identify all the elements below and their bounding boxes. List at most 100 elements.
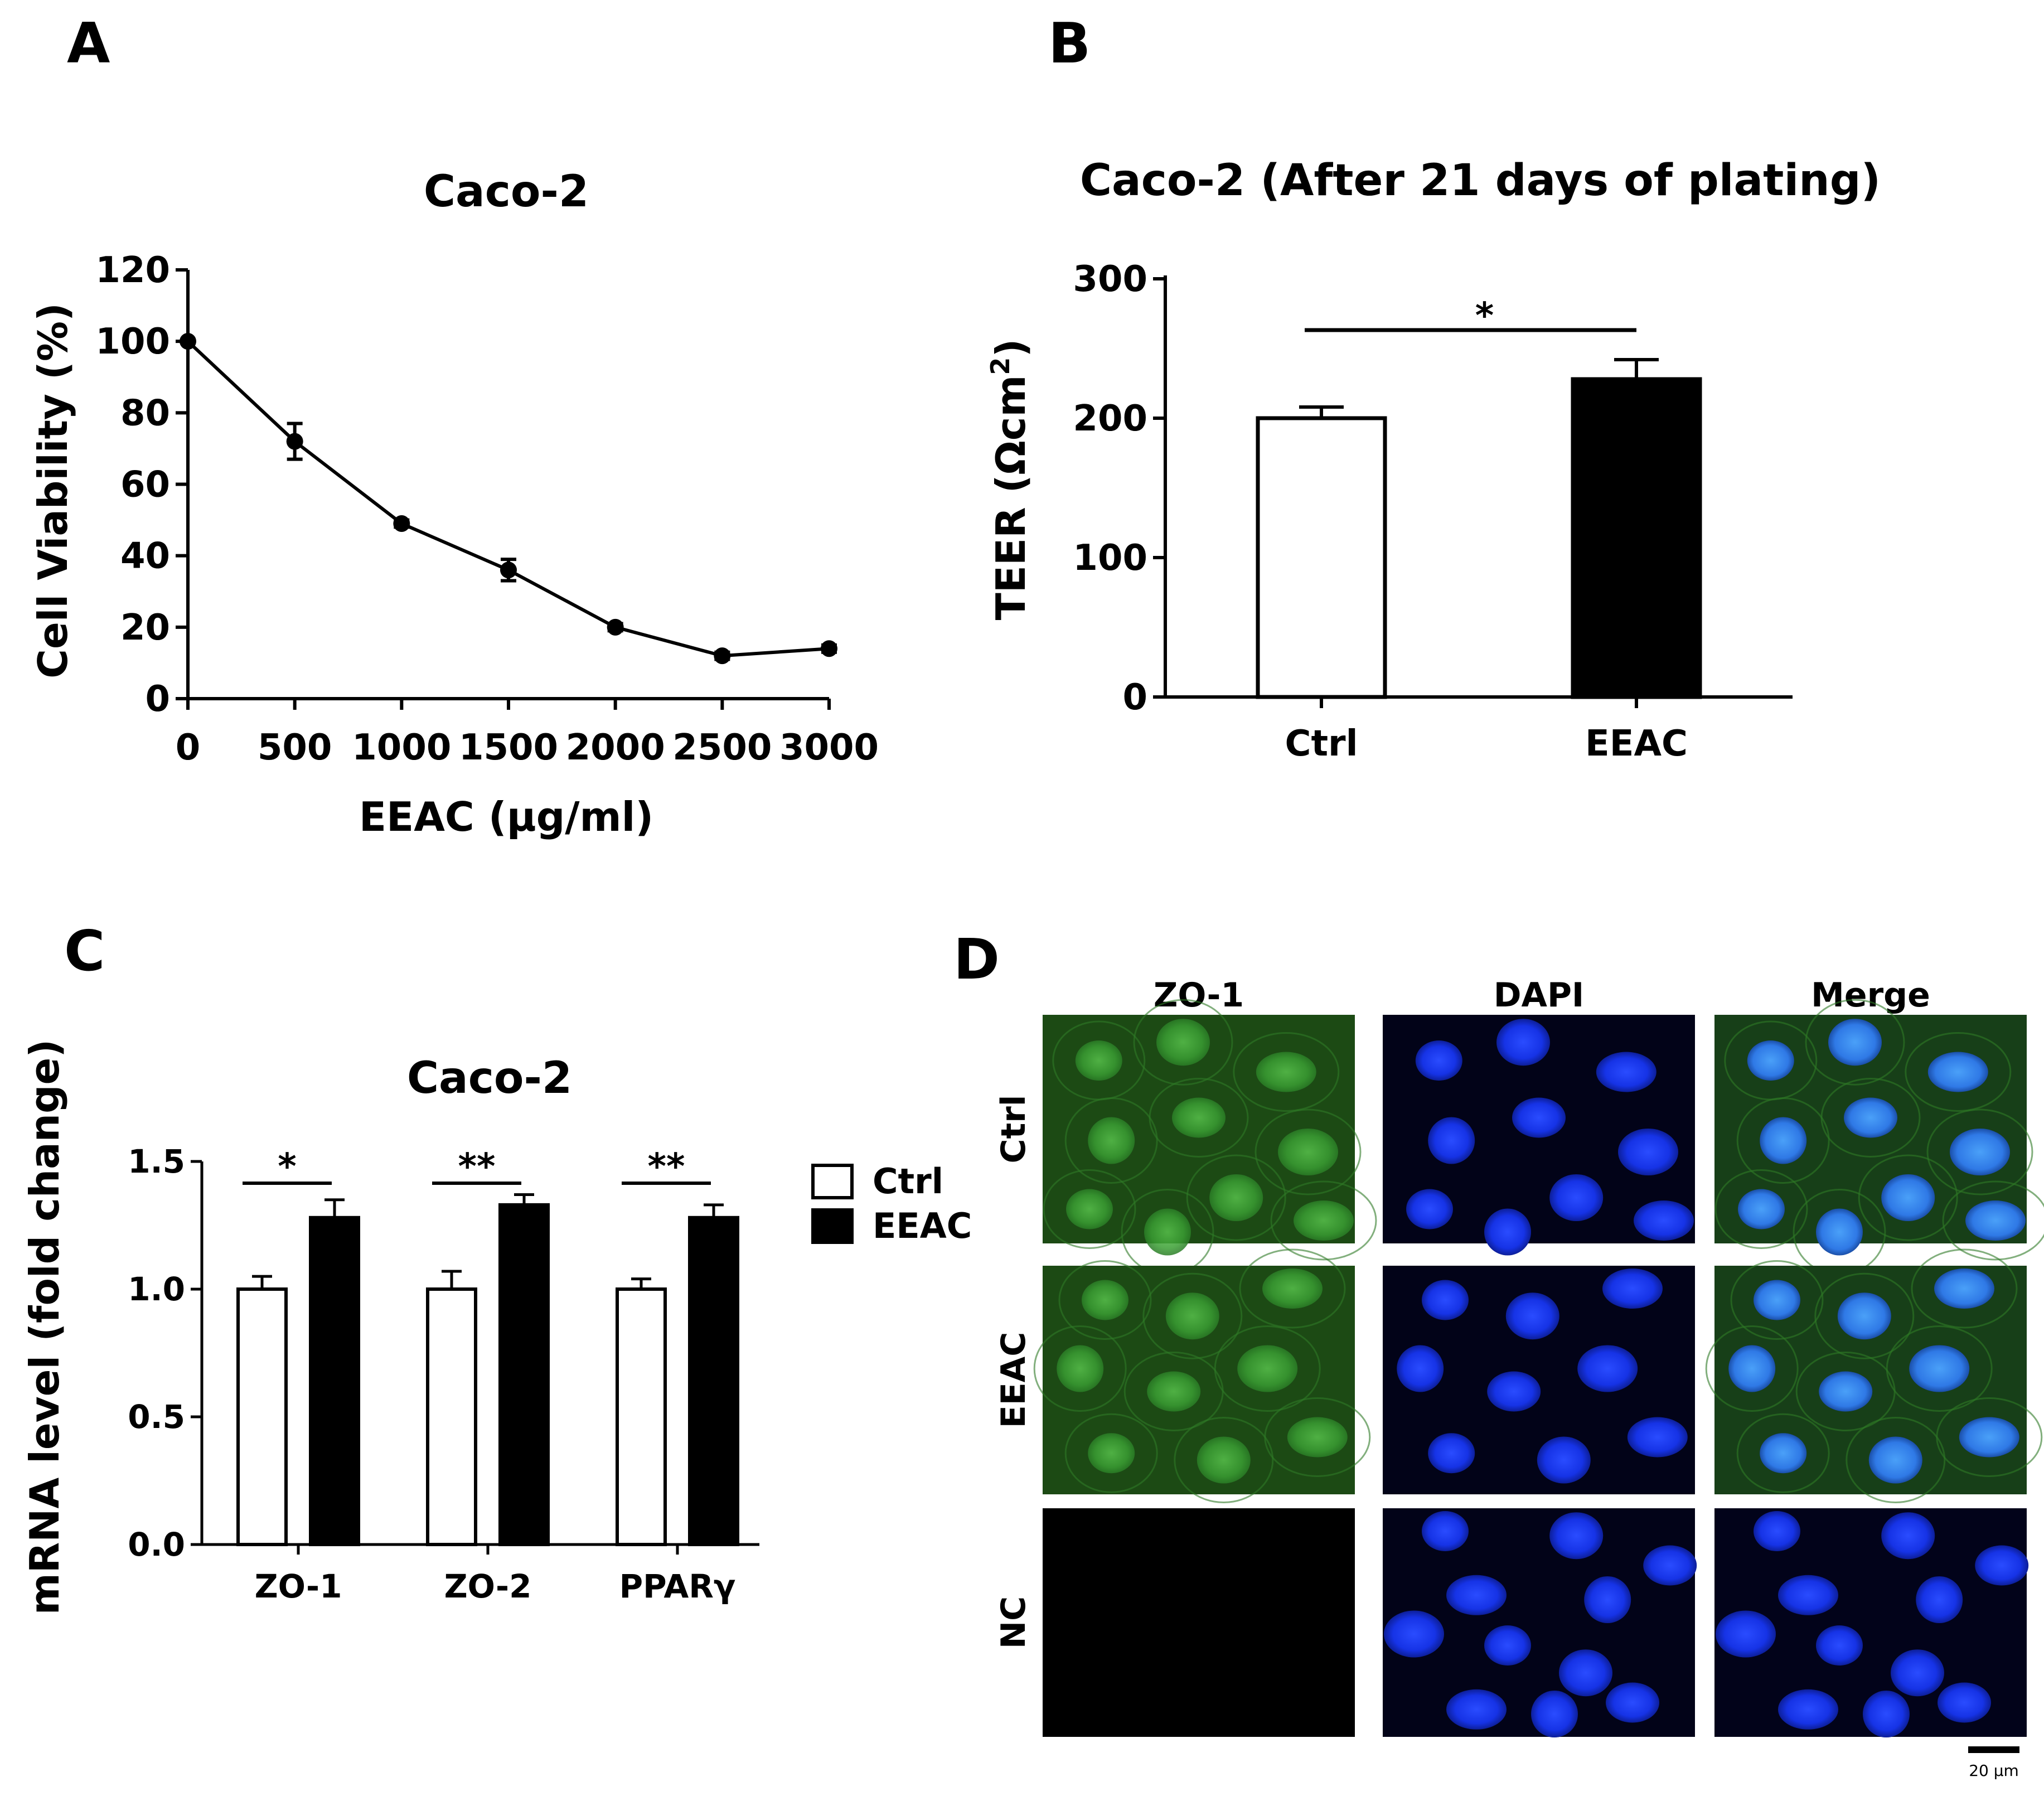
bar-eeac (688, 1216, 739, 1546)
nucleus (1828, 1019, 1882, 1066)
x-tick-label: 3000 (779, 727, 879, 768)
y-tick-label: 100 (1073, 538, 1147, 579)
nucleus (1165, 1292, 1219, 1340)
bar-eeac (498, 1203, 550, 1547)
nucleus (1287, 1417, 1348, 1458)
nucleus (1537, 1436, 1591, 1484)
scale-bar: 20 µm (1968, 1746, 2019, 1780)
significance-star: ** (648, 1146, 685, 1188)
cell-junction (1905, 1032, 2012, 1112)
cell-junction (1064, 1413, 1158, 1493)
cell-junction (1714, 1169, 1808, 1249)
micrograph-background (1043, 1508, 1355, 1737)
y-tick-label: 1.5 (128, 1142, 185, 1180)
legend-swatch-eeac (811, 1208, 854, 1244)
legend-label-ctrl: Ctrl (873, 1161, 943, 1202)
nucleus (1844, 1097, 1897, 1138)
bar-ctrl (236, 1287, 288, 1546)
nucleus (1606, 1682, 1659, 1723)
cell-junction (1736, 1413, 1830, 1493)
nucleus (1909, 1345, 1970, 1392)
nucleus (1819, 1371, 1873, 1412)
cell-junction (1033, 1325, 1127, 1412)
y-tick-label: 80 (120, 393, 170, 434)
micrograph-eeac-dapi (1383, 1266, 1695, 1494)
nucleus (1082, 1280, 1128, 1320)
panel-letter-d: D (953, 927, 1000, 992)
nucleus (1816, 1208, 1863, 1256)
nucleus (1559, 1649, 1612, 1697)
scale-bar-label: 20 µm (1969, 1761, 2019, 1780)
nucleus (1209, 1174, 1263, 1221)
nucleus (1484, 1625, 1531, 1666)
row-label: EEAC (994, 1332, 1033, 1428)
micrograph-nc-merge (1714, 1508, 2029, 1737)
nucleus (1278, 1129, 1338, 1175)
cell-junction (1926, 1108, 2033, 1195)
data-point (821, 640, 837, 657)
nucleus (1577, 1345, 1638, 1392)
nucleus (1406, 1189, 1453, 1229)
panel-a-line-chart: Caco-2 Cell Viability (%) EEAC (μg/ml) 0… (30, 167, 879, 840)
nucleus (1237, 1345, 1298, 1392)
cell-junction (1814, 1272, 1915, 1359)
significance-star: ** (458, 1146, 496, 1188)
nucleus (1863, 1691, 1910, 1737)
x-tick-label: PPARγ (619, 1567, 736, 1605)
x-tick-label: 1000 (352, 727, 451, 768)
nucleus (1891, 1649, 1944, 1697)
cell-junction (1174, 1417, 1274, 1503)
nucleus (1627, 1417, 1688, 1458)
cell-junction (1886, 1325, 1993, 1412)
y-tick-label: 0.5 (128, 1398, 185, 1436)
cell-junction (1149, 1078, 1249, 1158)
cell-junction (1820, 1078, 1921, 1158)
column-header: ZO-1 (1154, 976, 1244, 1015)
x-tick-label: 2500 (672, 727, 772, 768)
chart-c-title: Caco-2 (407, 1053, 572, 1103)
chart-b-ylabel: TEER (Ωcm2) (985, 339, 1034, 621)
nucleus (1618, 1129, 1678, 1175)
cell-junction (1058, 1260, 1152, 1340)
data-point (607, 618, 624, 636)
nucleus (1531, 1691, 1578, 1737)
data-point (286, 433, 303, 450)
nucleus (1950, 1129, 2010, 1175)
micrograph-ctrl-zo1 (1043, 999, 1377, 1275)
cell-junction (1805, 999, 1905, 1086)
viability-line (186, 340, 830, 658)
nucleus (1075, 1040, 1122, 1081)
nucleus (1147, 1371, 1201, 1412)
nucleus (1422, 1511, 1469, 1551)
nucleus (1197, 1436, 1251, 1484)
cell-junction (1239, 1248, 1346, 1329)
nucleus (1716, 1610, 1776, 1658)
panel-letter-b: B (1048, 11, 1091, 76)
nucleus (1505, 1292, 1559, 1340)
cell-junction (1858, 1154, 1958, 1241)
nucleus (1422, 1280, 1469, 1320)
y-tick-label: 60 (120, 464, 170, 506)
nucleus (1754, 1280, 1800, 1320)
x-tick-label: Ctrl (1285, 723, 1358, 764)
panel-d-microscopy-grid: ZO-1 DAPI Merge Ctrl EEAC NC 20 µm (994, 976, 2044, 1780)
data-point (393, 515, 410, 532)
significance-star: * (1475, 296, 1494, 337)
nucleus (1256, 1052, 1316, 1092)
nucleus (1837, 1292, 1891, 1340)
x-tick-label: ZO-2 (444, 1567, 532, 1605)
nucleus (1088, 1117, 1135, 1164)
column-header: Merge (1811, 976, 1930, 1015)
significance-star: * (278, 1146, 296, 1188)
nucleus (1156, 1019, 1210, 1066)
micrograph-ctrl-merge (1714, 999, 2044, 1275)
nucleus (1172, 1097, 1226, 1138)
nucleus (1549, 1174, 1604, 1221)
bar-ctrl (1256, 416, 1387, 699)
cell-junction (1264, 1397, 1371, 1477)
micrograph-nc-zo1 (1043, 1508, 1355, 1737)
bar-ctrl (426, 1287, 477, 1546)
nucleus (1057, 1345, 1104, 1392)
micrograph-eeac-merge (1705, 1248, 2043, 1503)
